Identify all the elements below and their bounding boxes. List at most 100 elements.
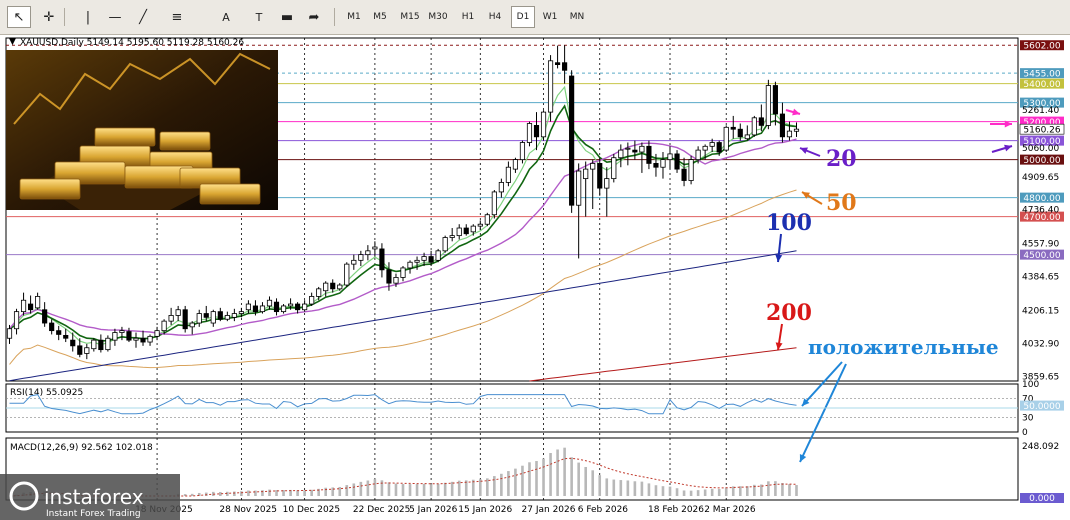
candle-body — [386, 269, 392, 284]
rsi-current-tag — [1020, 400, 1064, 411]
candle-body — [730, 126, 736, 130]
timeframe-d1[interactable]: D1 — [511, 6, 535, 28]
candle-body — [182, 309, 188, 330]
macd-label: MACD(12,26,9) 92.562 102.018 — [10, 443, 153, 453]
candle-body — [379, 248, 385, 271]
candle-body — [772, 85, 778, 115]
candle-body — [646, 145, 652, 164]
candle-body — [618, 149, 624, 159]
cursor-icon[interactable]: ↖ — [7, 6, 31, 28]
candle-body — [49, 322, 55, 332]
macd-pane-frame — [5, 437, 1019, 501]
sma100-line — [9, 250, 797, 382]
trendline-icon[interactable]: ╱ — [139, 9, 147, 25]
sma50-line — [9, 189, 797, 369]
macd-tick-label: 248.092 — [1022, 442, 1059, 452]
price-tick-label: 4736.40 — [1022, 206, 1059, 216]
candle-body — [217, 311, 223, 320]
candle-body — [344, 263, 350, 286]
candle-body — [351, 259, 357, 265]
candle-body — [569, 75, 575, 206]
candle-body — [674, 153, 680, 170]
candle-body — [421, 256, 427, 261]
candle-body — [688, 159, 694, 181]
level-tag-label: 4500.00 — [1023, 251, 1060, 261]
date-tick-label: 6 Feb 2026 — [578, 505, 629, 515]
candle-body — [590, 163, 596, 170]
crosshair-icon[interactable]: ✛ — [43, 9, 55, 25]
timeframe-mn[interactable]: MN — [569, 12, 585, 22]
candle-body — [210, 311, 216, 324]
candle-body — [147, 335, 153, 343]
date-tick-label: 2 Mar 2026 — [704, 505, 756, 515]
toolbar: ↖ ✛ | — ╱ ≡ A T ▬ ➦ M1 M5 M15 M30 H1 H4 D1 W1 MN — [0, 0, 1070, 35]
text-label-icon[interactable]: T — [255, 10, 263, 24]
candle-body — [273, 301, 280, 313]
rsi-current-label: 50.0000 — [1023, 402, 1060, 412]
candle-body — [70, 339, 76, 347]
timeframe-m15[interactable]: M15 — [400, 12, 420, 22]
level-tag — [1020, 68, 1064, 79]
timeframe-m1[interactable]: M1 — [347, 12, 361, 22]
current-price-label: 5160.26 — [1023, 126, 1060, 136]
positive-arrow-rsi — [801, 361, 843, 407]
channel-icon[interactable]: ≡ — [171, 9, 183, 25]
candle-body — [786, 130, 793, 138]
candle-body — [316, 288, 322, 297]
candle-body — [639, 145, 645, 153]
vertical-line-icon[interactable]: | — [85, 9, 91, 25]
candle-body — [758, 117, 764, 126]
price-tick-label: 4206.15 — [1022, 306, 1059, 316]
candle-body — [28, 303, 34, 311]
candle-body — [42, 309, 48, 324]
candle-body — [337, 284, 343, 290]
timeframe-h1[interactable]: H1 — [461, 12, 475, 22]
candle-body — [20, 299, 27, 313]
rsi-tick-label: 70 — [1022, 394, 1034, 404]
candle-body — [498, 182, 504, 193]
rsi-line — [9, 394, 797, 415]
candle-body — [597, 163, 603, 189]
candle-body — [737, 128, 743, 138]
candle-body — [456, 227, 462, 237]
candle-body — [56, 330, 62, 335]
candle-body — [84, 347, 90, 354]
candle-body — [13, 311, 20, 330]
candle-body — [653, 163, 659, 168]
sma20-line — [8, 138, 797, 337]
symbol-label: XAUUSD,Daily 5149.14 5195.60 5119.28 516… — [20, 38, 244, 48]
level-tag-label: 4800.00 — [1023, 194, 1060, 204]
timeframe-h4[interactable]: H4 — [488, 12, 502, 22]
date-tick-label: 15 Jan 2026 — [458, 505, 512, 515]
positive-arrow-macd — [799, 363, 847, 463]
candle-body — [323, 282, 329, 292]
candle-body — [604, 178, 610, 189]
timeframe-m30[interactable]: M30 — [428, 12, 448, 22]
text-tool-icon[interactable]: A — [222, 10, 230, 24]
candle-body — [540, 111, 547, 138]
level-tag-label: 5000.00 — [1023, 156, 1060, 166]
candle-body — [302, 303, 308, 311]
rectangle-icon[interactable]: ▬ — [280, 9, 294, 25]
svg-text:Instant Forex Trading: Instant Forex Trading — [46, 509, 141, 519]
positive-arrow-rsi-head — [802, 398, 810, 406]
horizontal-line-icon[interactable]: — — [108, 9, 122, 25]
candle-body — [562, 62, 568, 71]
timeframe-w1[interactable]: W1 — [542, 12, 558, 22]
arrow-shapes-icon[interactable]: ➦ — [308, 9, 320, 25]
price-tick-label: 5060.00 — [1022, 144, 1059, 154]
candle-body — [484, 214, 490, 225]
candle-body — [259, 305, 266, 313]
candle-body — [526, 123, 533, 143]
candle-body — [196, 313, 202, 324]
ma200-annotation: 200 — [766, 300, 812, 326]
timeframe-m5[interactable]: M5 — [373, 12, 387, 22]
date-tick-label: 22 Dec 2025 — [353, 505, 411, 515]
date-tick-label: 18 Feb 2026 — [648, 505, 704, 515]
gold-bars-image — [6, 50, 278, 210]
symbol-menu-icon: ▼ — [9, 37, 16, 47]
candle-body — [632, 149, 638, 153]
ma20-arrow-head — [800, 147, 808, 154]
candle-body — [576, 170, 582, 206]
positive-annotation: положительные — [808, 335, 999, 359]
